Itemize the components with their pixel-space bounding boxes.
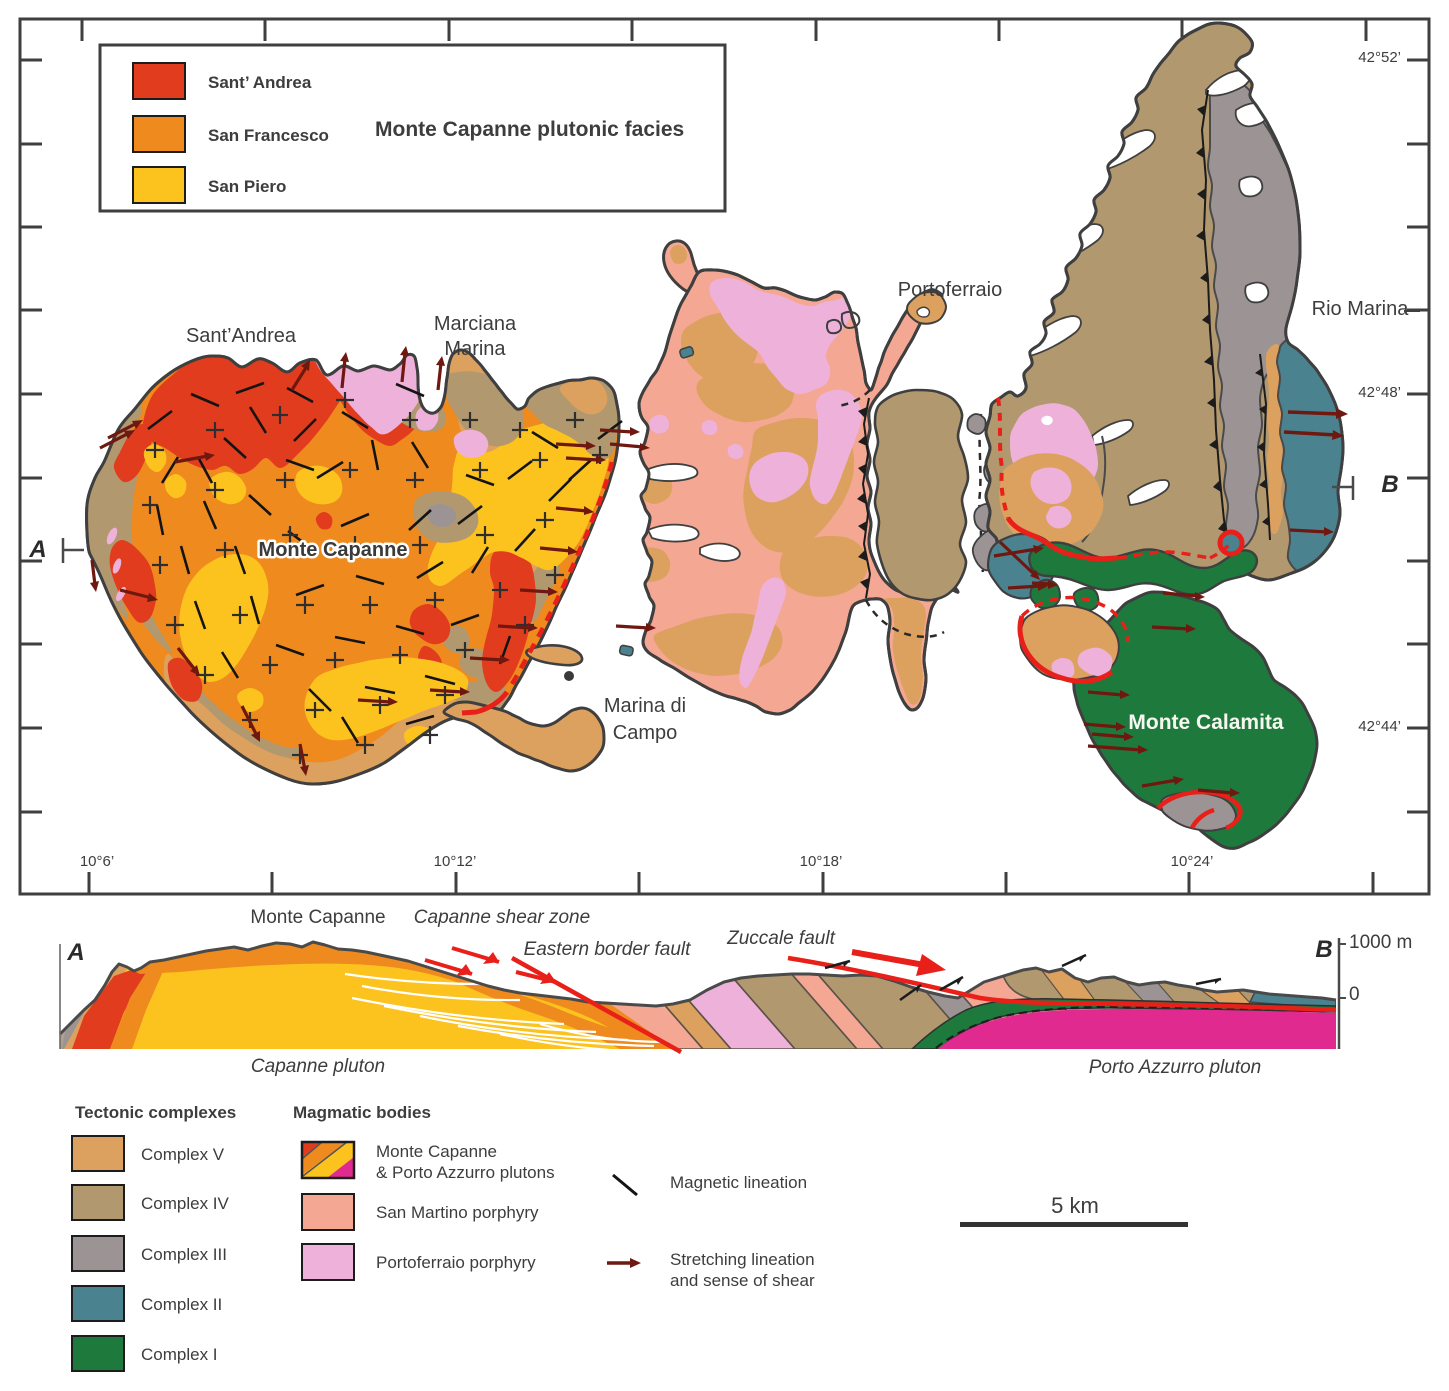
svg-text:10°12’: 10°12’ (434, 853, 477, 870)
svg-text:Marina di: Marina di (604, 695, 686, 717)
svg-text:Tectonic complexes: Tectonic complexes (75, 1103, 236, 1122)
svg-text:A: A (28, 536, 46, 563)
svg-text:10°24’: 10°24’ (1171, 853, 1214, 870)
svg-text:Eastern border fault: Eastern border fault (524, 939, 692, 960)
svg-text:0: 0 (1349, 984, 1360, 1005)
svg-text:Rio Marina: Rio Marina (1312, 298, 1410, 320)
svg-text:B: B (1315, 936, 1332, 963)
svg-text:San Francesco: San Francesco (208, 126, 329, 145)
svg-text:Monte Capanne plutonic facies: Monte Capanne plutonic facies (375, 118, 684, 141)
svg-text:San Martino porphyry: San Martino porphyry (376, 1203, 539, 1222)
svg-text:Monte Capanne: Monte Capanne (250, 907, 385, 928)
svg-text:Sant’Andrea: Sant’Andrea (186, 325, 297, 347)
svg-text:Magnetic lineation: Magnetic lineation (670, 1173, 807, 1192)
svg-text:5 km: 5 km (1051, 1193, 1099, 1218)
svg-text:Complex V: Complex V (141, 1145, 225, 1164)
svg-text:Capanne shear zone: Capanne shear zone (414, 907, 590, 928)
svg-text:Magmatic bodies: Magmatic bodies (293, 1103, 431, 1122)
svg-text:1000 m: 1000 m (1349, 932, 1412, 953)
svg-text:Complex III: Complex III (141, 1245, 227, 1264)
svg-text:Complex IV: Complex IV (141, 1194, 230, 1213)
svg-text:Portoferraio porphyry: Portoferraio porphyry (376, 1253, 536, 1272)
svg-text:Monte Capanne: Monte Capanne (376, 1142, 497, 1161)
svg-text:Marciana: Marciana (434, 313, 517, 335)
svg-text:San Piero: San Piero (208, 177, 286, 196)
svg-text:42°52’: 42°52’ (1358, 49, 1401, 66)
svg-text:Sant’ Andrea: Sant’ Andrea (208, 73, 312, 92)
svg-text:42°48’: 42°48’ (1358, 384, 1401, 401)
svg-text:Zuccale fault: Zuccale fault (726, 928, 835, 949)
svg-text:Monte Calamita: Monte Calamita (1128, 711, 1284, 734)
svg-text:& Porto Azzurro plutons: & Porto Azzurro plutons (376, 1163, 555, 1182)
svg-text:Complex II: Complex II (141, 1295, 222, 1314)
svg-text:42°44’: 42°44’ (1358, 718, 1401, 735)
svg-text:and sense of shear: and sense of shear (670, 1271, 815, 1290)
svg-text:B: B (1381, 471, 1398, 498)
svg-text:Marina: Marina (444, 338, 506, 360)
svg-text:Porto Azzurro pluton: Porto Azzurro pluton (1089, 1057, 1262, 1078)
svg-text:Complex I: Complex I (141, 1345, 218, 1364)
svg-text:Stretching lineation: Stretching lineation (670, 1250, 815, 1269)
svg-text:10°6’: 10°6’ (80, 853, 114, 870)
svg-text:Portoferraio: Portoferraio (898, 279, 1003, 301)
svg-text:Monte Capanne: Monte Capanne (259, 539, 408, 561)
svg-text:Capanne pluton: Capanne pluton (251, 1056, 385, 1077)
svg-text:10°18’: 10°18’ (800, 853, 843, 870)
svg-text:A: A (66, 939, 84, 966)
svg-text:Campo: Campo (613, 722, 677, 744)
